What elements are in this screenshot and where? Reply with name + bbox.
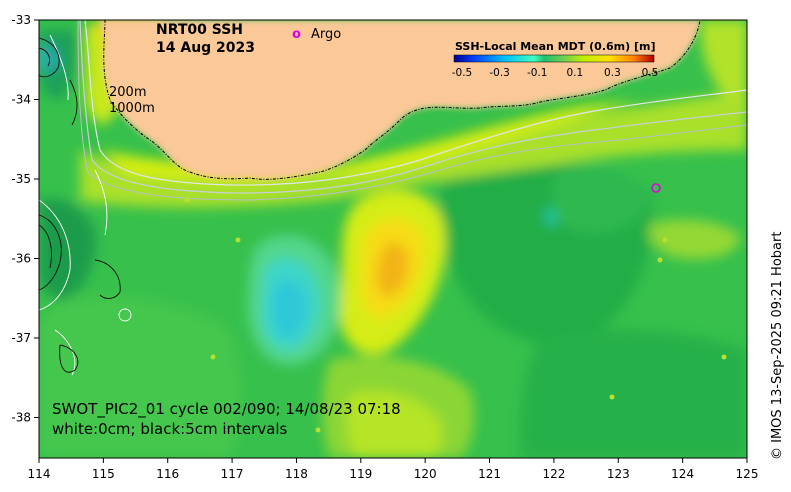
colorbar-tick-label: 0.1	[566, 67, 583, 79]
ssh-south-high-inner	[346, 391, 442, 458]
isobath-deep	[77, 20, 747, 201]
map-title-line2: 14 Aug 2023	[156, 40, 255, 56]
colorbar-tick-label: -0.3	[489, 67, 510, 79]
colorbar-tick-label: -0.5	[452, 67, 473, 79]
x-tick-label: 124	[671, 467, 694, 481]
pass-info-line1: SWOT_PIC2_01 cycle 002/090; 14/08/23 07:…	[52, 400, 401, 419]
ssh-east-far	[700, 20, 747, 110]
ssh-dark-green-region-south	[520, 329, 747, 458]
ssh-coastal-band-light	[100, 100, 640, 180]
x-tick-label: 123	[607, 467, 630, 481]
pass-info-line2: white:0cm; black:5cm intervals	[52, 420, 288, 438]
ssh-cold-eddy-core	[271, 280, 307, 339]
argo-floats	[651, 183, 661, 193]
map-title-line1: NRT00 SSH	[156, 22, 243, 38]
colorbar-title: SSH-Local Mean MDT (0.6m) [m]	[455, 40, 655, 53]
y-tick-label: -36	[11, 252, 31, 266]
swot-points	[184, 197, 727, 433]
isobath-label-200: 200m	[109, 85, 146, 100]
ssh-mid-green-region-west	[39, 296, 242, 458]
ssh-cyan-dot	[544, 208, 559, 226]
x-tick-label: 121	[478, 467, 501, 481]
colorbar-ticks: -0.5 -0.3 -0.1 0.1 0.3 0.5	[452, 67, 659, 79]
colorbar-tick-label: -0.1	[527, 67, 548, 79]
x-tick-label: 122	[542, 467, 565, 481]
y-tick-label: -37	[11, 331, 31, 345]
x-tick-label: 119	[349, 467, 372, 481]
ssh-east-high	[649, 219, 740, 260]
ssh-warm-eddy-core	[376, 242, 409, 297]
ssh-west-low-south	[39, 198, 96, 300]
y-axis: -33 -34 -35 -36 -37 -38	[11, 13, 39, 425]
x-tick-label: 120	[414, 467, 437, 481]
colorbar-tick-label: 0.5	[642, 67, 659, 79]
y-tick-label: -34	[11, 93, 31, 107]
x-tick-label: 114	[28, 467, 51, 481]
x-tick-label: 117	[221, 467, 244, 481]
credit-text: © IMOS 13-Sep-2025 09:21 Hobart	[770, 232, 785, 460]
ssh-contours-black	[39, 37, 121, 373]
x-tick-label: 115	[92, 467, 115, 481]
colorbar: SSH-Local Mean MDT (0.6m) [m] -0.5 -0.3 -0…	[452, 40, 659, 79]
x-tick-label: 118	[285, 467, 308, 481]
x-tick-label: 116	[156, 467, 179, 481]
y-tick-label: -35	[11, 172, 31, 186]
colorbar-gradient	[453, 54, 655, 63]
y-tick-label: -33	[11, 13, 31, 27]
isobath-1000m	[79, 20, 747, 194]
argo-float-marker	[651, 183, 661, 193]
isobath-200m	[84, 20, 747, 186]
y-tick-label: -38	[11, 411, 31, 425]
argo-legend-label: Argo	[311, 27, 341, 42]
map-frame	[38, 19, 748, 459]
ssh-coastal-band	[80, 90, 747, 208]
ssh-east-low	[551, 166, 650, 234]
colorbar-tick-label: 0.3	[604, 67, 621, 79]
x-tick-label: 125	[736, 467, 759, 481]
x-axis: 114 115 116 117 118 119 120 121 122 123 124 125	[28, 458, 759, 481]
isobath-label-1000: 1000m	[109, 101, 155, 116]
argo-legend-marker: o	[292, 27, 301, 42]
